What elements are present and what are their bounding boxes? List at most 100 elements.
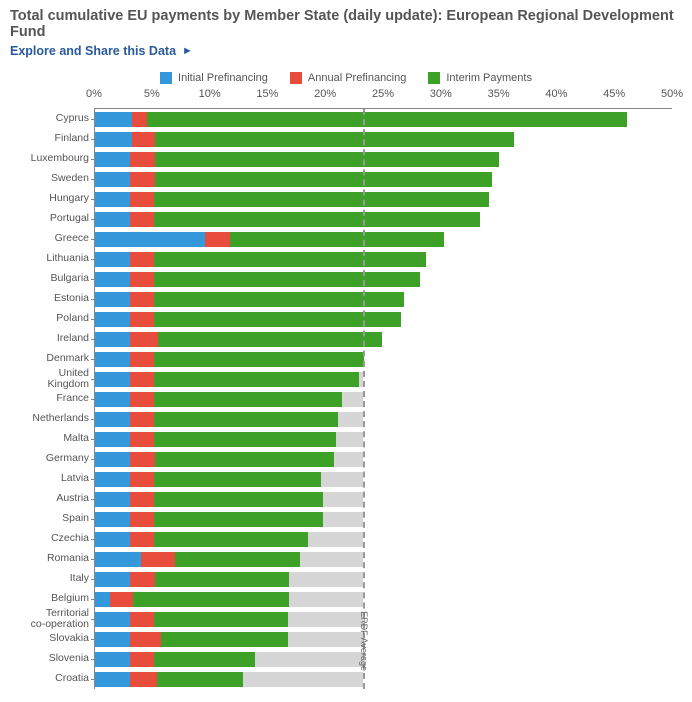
bar-seg-initial[interactable] — [95, 452, 130, 467]
bar-seg-interim[interactable] — [147, 112, 627, 127]
bar-seg-annual[interactable] — [205, 232, 230, 247]
bar-seg-initial[interactable] — [95, 652, 130, 667]
bar-seg-annual[interactable] — [130, 332, 159, 347]
bar-seg-annual[interactable] — [130, 512, 154, 527]
bar-seg-initial[interactable] — [95, 252, 130, 267]
bar-seg-interim[interactable] — [155, 152, 499, 167]
bar-seg-annual[interactable] — [130, 572, 155, 587]
bar-seg-interim[interactable] — [175, 552, 301, 567]
bar-track — [95, 212, 672, 227]
bar-seg-annual[interactable] — [130, 492, 154, 507]
bar-row: France — [95, 389, 672, 409]
bar-seg-initial[interactable] — [95, 132, 132, 147]
bar-seg-annual[interactable] — [130, 372, 154, 387]
bar-seg-initial[interactable] — [95, 172, 130, 187]
bar-seg-annual[interactable] — [110, 592, 133, 607]
bar-seg-interim[interactable] — [155, 172, 492, 187]
bar-seg-annual[interactable] — [130, 192, 154, 207]
bar-track — [95, 592, 672, 607]
bar-seg-annual[interactable] — [130, 472, 154, 487]
bar-seg-initial[interactable] — [95, 472, 130, 487]
bar-seg-initial[interactable] — [95, 192, 130, 207]
bar-seg-annual[interactable] — [130, 172, 155, 187]
bar-seg-initial[interactable] — [95, 432, 130, 447]
bar-seg-initial[interactable] — [95, 672, 130, 687]
bar-seg-annual[interactable] — [130, 252, 154, 267]
bar-seg-annual[interactable] — [130, 632, 161, 647]
bar-seg-initial[interactable] — [95, 372, 130, 387]
bar-seg-annual[interactable] — [130, 652, 154, 667]
bar-seg-initial[interactable] — [95, 152, 130, 167]
bar-seg-interim[interactable] — [155, 572, 289, 587]
bar-row: Ireland — [95, 329, 672, 349]
explore-share-link[interactable]: Explore and Share this Data ► — [10, 44, 682, 58]
bar-seg-initial[interactable] — [95, 632, 130, 647]
bar-seg-interim[interactable] — [154, 412, 339, 427]
bar-seg-initial[interactable] — [95, 612, 130, 627]
bar-seg-initial[interactable] — [95, 272, 130, 287]
bar-seg-initial[interactable] — [95, 512, 130, 527]
bar-seg-annual[interactable] — [130, 532, 154, 547]
row-label: Greece — [11, 233, 95, 244]
bar-seg-interim[interactable] — [161, 632, 288, 647]
row-label: Slovakia — [11, 633, 95, 644]
bar-seg-annual[interactable] — [130, 152, 155, 167]
bar-seg-annual[interactable] — [130, 352, 154, 367]
bar-seg-initial[interactable] — [95, 492, 130, 507]
bar-seg-initial[interactable] — [95, 552, 141, 567]
bar-seg-initial[interactable] — [95, 352, 130, 367]
bar-seg-annual[interactable] — [130, 452, 155, 467]
bar-seg-interim[interactable] — [154, 532, 309, 547]
bar-seg-interim[interactable] — [155, 132, 514, 147]
bar-seg-interim[interactable] — [154, 612, 288, 627]
bar-seg-initial[interactable] — [95, 392, 130, 407]
legend-item-annual[interactable]: Annual Prefinancing — [290, 72, 406, 84]
bar-seg-interim[interactable] — [155, 452, 334, 467]
bar-seg-interim[interactable] — [154, 252, 426, 267]
bar-seg-interim[interactable] — [154, 212, 481, 227]
bar-seg-initial[interactable] — [95, 292, 130, 307]
bar-seg-annual[interactable] — [132, 132, 155, 147]
bar-seg-interim[interactable] — [154, 372, 359, 387]
bar-seg-interim[interactable] — [154, 272, 421, 287]
bar-seg-interim[interactable] — [154, 492, 324, 507]
bar-seg-initial[interactable] — [95, 312, 130, 327]
bar-seg-initial[interactable] — [95, 332, 130, 347]
bar-seg-interim[interactable] — [154, 652, 256, 667]
bar-seg-annual[interactable] — [130, 392, 154, 407]
bar-seg-interim[interactable] — [158, 332, 382, 347]
bar-seg-annual[interactable] — [132, 112, 147, 127]
bar-seg-interim[interactable] — [154, 292, 404, 307]
bar-seg-annual[interactable] — [141, 552, 174, 567]
bar-seg-initial[interactable] — [95, 412, 130, 427]
bar-track — [95, 352, 672, 367]
bar-seg-annual[interactable] — [130, 272, 154, 287]
bar-seg-annual[interactable] — [130, 612, 154, 627]
bar-seg-interim[interactable] — [133, 592, 289, 607]
bar-seg-initial[interactable] — [95, 212, 130, 227]
bar-seg-annual[interactable] — [130, 432, 154, 447]
bar-seg-annual[interactable] — [130, 292, 154, 307]
bar-seg-interim[interactable] — [157, 672, 242, 687]
bar-seg-annual[interactable] — [130, 412, 154, 427]
legend-item-interim[interactable]: Interim Payments — [428, 72, 532, 84]
bar-seg-interim[interactable] — [230, 232, 443, 247]
bar-row: Romania — [95, 549, 672, 569]
row-label: Sweden — [11, 173, 95, 184]
bar-seg-interim[interactable] — [154, 432, 336, 447]
bar-seg-interim[interactable] — [154, 192, 489, 207]
bar-seg-annual[interactable] — [130, 312, 154, 327]
bar-seg-initial[interactable] — [95, 572, 130, 587]
bar-seg-annual[interactable] — [130, 672, 158, 687]
legend-item-initial[interactable]: Initial Prefinancing — [160, 72, 268, 84]
bar-seg-interim[interactable] — [154, 512, 324, 527]
bar-seg-annual[interactable] — [130, 212, 154, 227]
bar-seg-initial[interactable] — [95, 112, 132, 127]
bar-seg-initial[interactable] — [95, 232, 205, 247]
explore-share-label: Explore and Share this Data — [10, 44, 176, 58]
bar-seg-interim[interactable] — [154, 392, 342, 407]
bar-seg-interim[interactable] — [154, 472, 321, 487]
bar-seg-interim[interactable] — [154, 352, 364, 367]
bar-seg-initial[interactable] — [95, 592, 110, 607]
bar-seg-initial[interactable] — [95, 532, 130, 547]
